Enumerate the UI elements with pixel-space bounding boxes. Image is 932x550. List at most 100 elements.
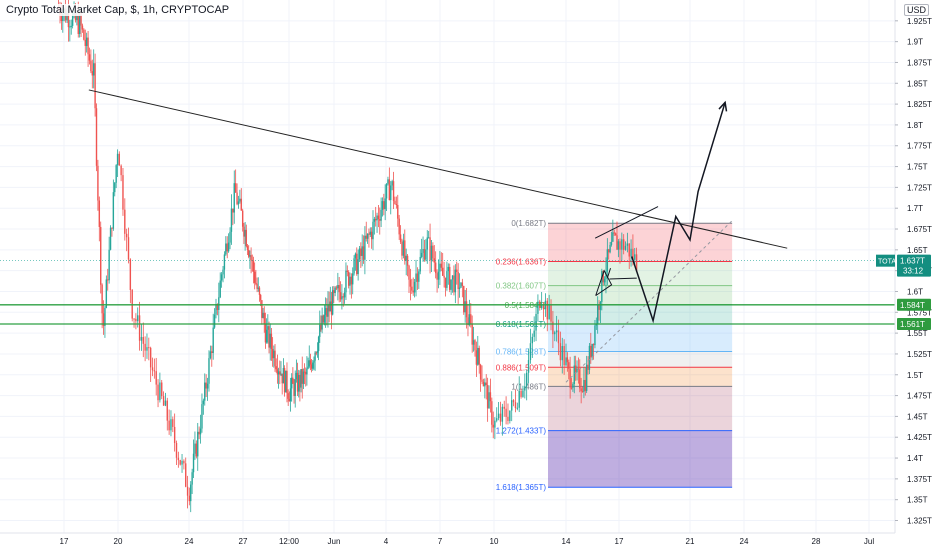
candle-body [282, 367, 285, 384]
projection-arrowhead [718, 100, 728, 112]
candle-body [93, 63, 95, 76]
candle-body [243, 226, 245, 237]
candle-body [226, 243, 228, 252]
candle-body [71, 14, 74, 26]
candle-body [353, 258, 355, 274]
candle-body [195, 443, 198, 457]
time-scale-bg [0, 533, 895, 550]
candle-body [159, 382, 161, 401]
candle-body [317, 336, 320, 352]
candle-body [609, 244, 611, 253]
candle-body [295, 372, 298, 380]
candle-body [531, 336, 534, 344]
candle-body [316, 351, 319, 353]
candle-body [364, 235, 366, 260]
x-tick-label: 17 [60, 537, 69, 546]
candle-body [328, 304, 330, 312]
candle-body [563, 346, 565, 366]
candle-body [580, 388, 582, 392]
candle-body [144, 343, 146, 351]
candle-body [268, 326, 270, 348]
fib-level-label: 1.272(1.433T) [496, 427, 547, 436]
candle-body [349, 276, 351, 286]
candle-body [489, 392, 492, 402]
candle-body [129, 259, 132, 291]
fib-level-label: 0.786(1.528T) [496, 347, 547, 356]
grid-lines [0, 0, 895, 533]
candle-body [559, 343, 562, 361]
candle-body [358, 248, 361, 260]
candle-body [456, 269, 458, 273]
candle-body [261, 300, 263, 318]
candle-body [419, 256, 421, 272]
candle-body [444, 277, 447, 288]
fib-zone [548, 386, 733, 431]
candle-body [518, 390, 520, 408]
chart-title: Crypto Total Market Cap, $, 1h, CRYPTOCA… [4, 4, 232, 16]
candle-body [211, 351, 213, 353]
candle-body [619, 241, 621, 250]
candle-body [451, 275, 454, 280]
candle-body [616, 235, 618, 250]
candle-body [561, 346, 563, 361]
candle-body [488, 392, 490, 409]
candle-body [376, 215, 378, 221]
candle-body [327, 304, 329, 317]
candle-body [509, 410, 511, 421]
candle-body [257, 287, 259, 289]
candle-body [437, 271, 440, 280]
candle-body [264, 324, 267, 343]
candle-body [430, 245, 433, 261]
candle-body [225, 243, 227, 255]
candle-body [124, 209, 126, 234]
fib-level-label: 0.382(1.607T) [496, 282, 547, 291]
candles [57, 0, 638, 513]
candle-body [98, 200, 101, 227]
candle-body [289, 388, 292, 402]
candle-body [354, 253, 357, 259]
candle-body [594, 325, 596, 346]
candle-body [460, 282, 462, 288]
candle-body [442, 267, 444, 276]
y-tick-label: 1.475T [907, 392, 932, 401]
candle-body [337, 285, 339, 289]
currency-button[interactable]: USD [904, 4, 930, 16]
candle-body [125, 233, 128, 238]
candle-body [309, 360, 312, 365]
candle-body [628, 243, 630, 257]
candle-body [102, 313, 105, 327]
candle-body [283, 367, 286, 393]
support-badge [897, 317, 931, 330]
candle-body [425, 249, 427, 260]
candle-body [255, 282, 257, 284]
symbol-badge-label: TOTAL [878, 259, 900, 266]
candle-body [234, 183, 237, 193]
candle-body [503, 406, 505, 409]
candle-body [630, 248, 632, 257]
candle-body [265, 329, 268, 343]
candle-body [581, 391, 584, 393]
candle-body [395, 203, 398, 206]
x-tick-label: 17 [615, 537, 624, 546]
candle-body [429, 237, 431, 261]
candle-body [595, 323, 598, 326]
candle-body [475, 350, 478, 365]
candle-body [411, 286, 413, 291]
candle-body [380, 209, 382, 221]
candle-body [239, 198, 241, 202]
candle-body [107, 279, 109, 281]
candle-body [533, 330, 535, 337]
candle-body [287, 393, 289, 399]
candle-body [301, 369, 303, 384]
candle-body [273, 350, 275, 359]
candle-body [377, 215, 380, 220]
candle-body [587, 364, 589, 370]
triangle-pattern [595, 269, 613, 297]
candle-body [137, 315, 139, 322]
candle-body [66, 13, 68, 21]
candle-body [274, 350, 276, 367]
candle-body [366, 233, 369, 239]
candle-body [626, 243, 629, 246]
candle-body [263, 312, 265, 325]
